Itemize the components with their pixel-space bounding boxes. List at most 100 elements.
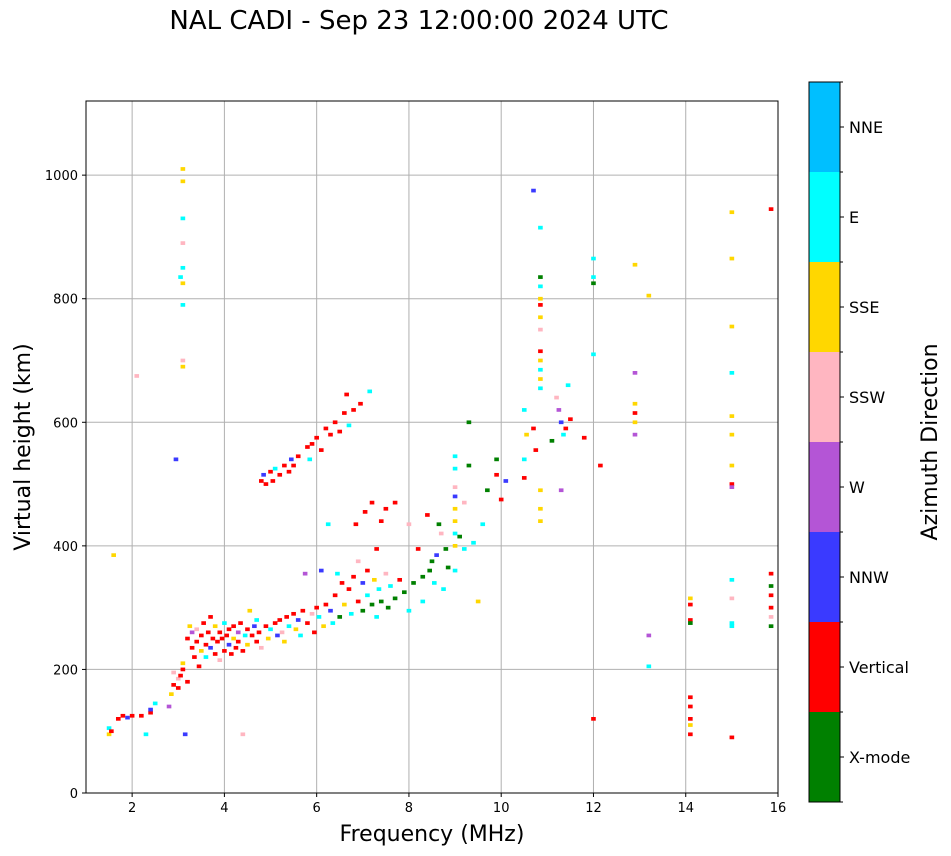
- colorbar-tick-label: SSE: [849, 298, 879, 317]
- data-point: [180, 281, 186, 286]
- data-point: [240, 732, 246, 737]
- data-point: [316, 615, 322, 619]
- data-point: [466, 463, 472, 468]
- data-point: [521, 457, 527, 462]
- data-point: [180, 167, 186, 171]
- data-points: [106, 167, 774, 740]
- data-point: [210, 636, 216, 641]
- data-point: [302, 571, 308, 576]
- data-point: [591, 281, 596, 286]
- data-point: [729, 621, 735, 625]
- data-point: [729, 256, 735, 261]
- data-point: [538, 284, 543, 289]
- data-point: [768, 615, 774, 619]
- data-point: [531, 426, 536, 431]
- data-point: [729, 463, 735, 468]
- data-point: [185, 636, 190, 641]
- data-point: [351, 574, 356, 579]
- data-point: [452, 466, 458, 471]
- data-point: [432, 581, 437, 585]
- data-point: [768, 571, 774, 576]
- y-axis-ticks: 0 200 400 600 800 1000: [45, 169, 86, 802]
- data-point: [175, 686, 181, 690]
- data-point: [568, 417, 573, 422]
- y-tick-label: 0: [70, 787, 78, 802]
- data-point: [521, 408, 527, 412]
- data-point: [452, 568, 458, 573]
- y-tick-label: 600: [53, 416, 78, 431]
- data-point: [475, 599, 481, 604]
- data-point: [339, 581, 345, 585]
- x-tick-label: 6: [313, 801, 321, 816]
- data-point: [295, 454, 301, 459]
- data-point: [180, 303, 186, 307]
- data-point: [565, 383, 571, 388]
- y-axis-label: Virtual height (km): [11, 343, 36, 550]
- data-point: [434, 553, 439, 557]
- x-axis-label: Frequency (MHz): [340, 822, 525, 847]
- data-point: [397, 577, 403, 582]
- data-point: [275, 633, 280, 638]
- colorbar-segment: [809, 622, 840, 712]
- data-point: [217, 658, 223, 663]
- data-point: [348, 611, 354, 616]
- data-point: [383, 571, 389, 576]
- data-point: [208, 615, 213, 619]
- data-point: [314, 435, 319, 440]
- data-point: [265, 636, 271, 641]
- data-point: [362, 510, 368, 514]
- data-point: [436, 522, 442, 527]
- data-point: [425, 513, 430, 517]
- data-point: [632, 420, 638, 425]
- data-point: [411, 581, 416, 585]
- data-point: [538, 358, 543, 363]
- data-point: [229, 652, 234, 656]
- data-point: [729, 324, 735, 329]
- data-point: [524, 432, 529, 437]
- data-point: [305, 621, 310, 625]
- data-point: [284, 615, 289, 619]
- data-point: [531, 188, 536, 193]
- data-point: [494, 472, 499, 477]
- data-point: [106, 732, 112, 737]
- data-point: [307, 457, 313, 462]
- colorbar-frame: [808, 81, 841, 803]
- data-point: [452, 519, 458, 523]
- data-point: [259, 479, 264, 483]
- data-point: [187, 624, 193, 629]
- data-point: [376, 587, 382, 591]
- data-point: [328, 608, 333, 613]
- data-point: [632, 262, 638, 267]
- data-point: [226, 627, 232, 632]
- data-point: [688, 596, 693, 601]
- data-point: [420, 599, 426, 604]
- data-point: [192, 655, 197, 659]
- data-point: [729, 414, 735, 418]
- data-point: [222, 621, 227, 625]
- data-point: [261, 472, 266, 477]
- data-point: [247, 608, 253, 613]
- data-point: [538, 303, 543, 307]
- colorbar-segment: [809, 352, 840, 442]
- data-point: [335, 571, 340, 576]
- data-point: [337, 615, 343, 619]
- data-point: [293, 627, 299, 632]
- data-point: [277, 618, 283, 622]
- data-point: [591, 275, 596, 279]
- data-point: [632, 432, 638, 437]
- data-point: [443, 547, 449, 551]
- data-point: [330, 621, 336, 625]
- data-point: [358, 401, 363, 406]
- data-point: [461, 500, 467, 505]
- data-point: [139, 713, 144, 718]
- data-point: [249, 633, 255, 638]
- data-point: [351, 408, 356, 412]
- data-point: [226, 642, 232, 647]
- data-point: [538, 386, 543, 391]
- data-point: [175, 676, 181, 681]
- plot-frame: [85, 100, 779, 794]
- data-point: [134, 374, 140, 378]
- data-point: [538, 225, 543, 230]
- data-point: [438, 531, 444, 536]
- data-point: [378, 599, 384, 604]
